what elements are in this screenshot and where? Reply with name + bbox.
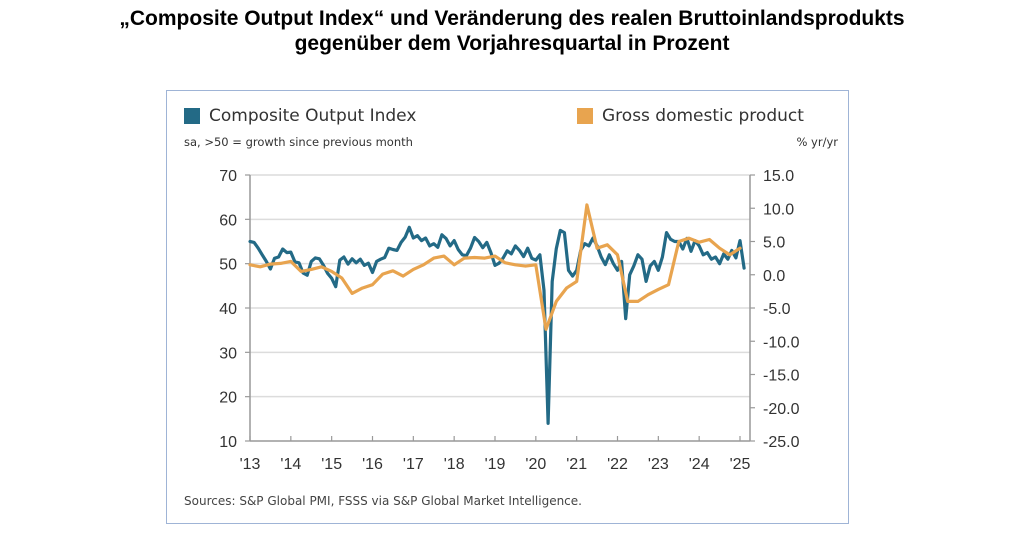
legend-label-composite: Composite Output Index	[209, 106, 417, 126]
x-axis-tick-label: '14	[280, 456, 301, 473]
x-axis-tick-label: '22	[607, 456, 628, 473]
source-note: Sources: S&P Global PMI, FSSS via S&P Gl…	[184, 494, 582, 508]
right-axis-tick-label: 5.0	[763, 235, 785, 252]
x-axis-tick-label: '13	[240, 456, 261, 473]
legend-item-composite: Composite Output Index	[184, 106, 416, 126]
page-title: „Composite Output Index“ und Veränderung…	[0, 6, 1024, 56]
right-axis-tick-label: -5.0	[763, 301, 791, 318]
right-axis-tick-label: -10.0	[763, 334, 800, 351]
title-line-1: „Composite Output Index“ und Veränderung…	[119, 7, 905, 30]
left-axis-tick-label: 30	[219, 345, 237, 362]
legend-swatch-gdp	[577, 108, 593, 124]
x-axis-tick-label: '19	[485, 456, 506, 473]
series-line-gross-domestic-product	[248, 203, 742, 331]
right-axis-tick-label: 10.0	[763, 201, 794, 218]
x-axis-tick-label: '21	[566, 456, 587, 473]
right-axis-tick-label: 15.0	[763, 168, 794, 185]
right-axis-tick-label: -25.0	[763, 434, 800, 451]
left-axis-tick-label: 70	[219, 168, 237, 185]
x-axis-tick-label: '17	[403, 456, 424, 473]
legend-label-gdp: Gross domestic product	[602, 106, 804, 126]
left-axis-tick-label: 20	[219, 390, 237, 407]
left-axis-tick-label: 60	[219, 212, 237, 229]
left-axis-subtitle: sa, >50 = growth since previous month	[184, 135, 413, 149]
x-axis-tick-label: '24	[689, 456, 710, 473]
x-axis-tick-label: '25	[730, 456, 751, 473]
left-axis-tick-label: 50	[219, 257, 237, 274]
x-axis-tick-label: '18	[444, 456, 465, 473]
left-axis-tick-label: 10	[219, 434, 237, 451]
x-axis-tick-label: '16	[362, 456, 383, 473]
right-axis-subtitle: % yr/yr	[796, 135, 838, 149]
chart-frame	[166, 90, 849, 524]
legend-swatch-composite	[184, 108, 200, 124]
right-axis-tick-label: -15.0	[763, 368, 800, 385]
x-axis-tick-label: '23	[648, 456, 669, 473]
left-axis-tick-label: 40	[219, 301, 237, 318]
legend-item-gdp: Gross domestic product	[577, 106, 804, 126]
right-axis-tick-label: 0.0	[763, 268, 785, 285]
series-line-composite-output-index	[248, 225, 746, 425]
x-axis-tick-label: '15	[321, 456, 342, 473]
x-axis-tick-label: '20	[525, 456, 546, 473]
title-line-2: gegenüber dem Vorjahresquartal in Prozen…	[294, 32, 730, 55]
right-axis-tick-label: -20.0	[763, 401, 800, 418]
